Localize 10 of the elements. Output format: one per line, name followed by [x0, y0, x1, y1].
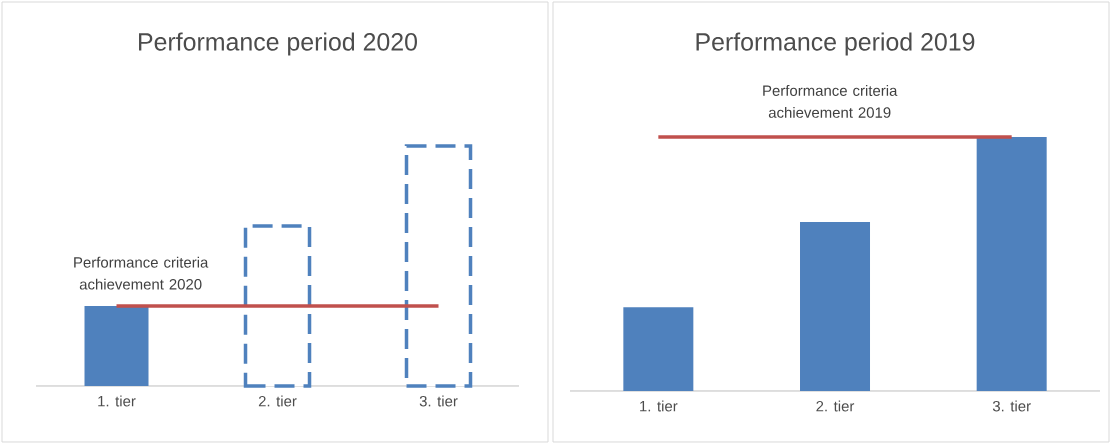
chart-title: Performance period 2019 [696, 32, 975, 56]
x-tick-label: 3. tier [992, 400, 1031, 412]
x-tick-label: 2. tier [816, 400, 855, 412]
ref-line-label: Performance criteria achievement 2020 [74, 256, 209, 290]
x-tick-label: 3. tier [419, 395, 458, 407]
ref-line-label: Performance criteria achievement 2019 [763, 84, 898, 118]
x-tick-label: 1. tier [98, 395, 136, 407]
chart-title: Performance period 2020 [139, 32, 417, 56]
x-tick-label: 1. tier [640, 400, 678, 412]
x-tick-label: 2. tier [258, 395, 297, 407]
